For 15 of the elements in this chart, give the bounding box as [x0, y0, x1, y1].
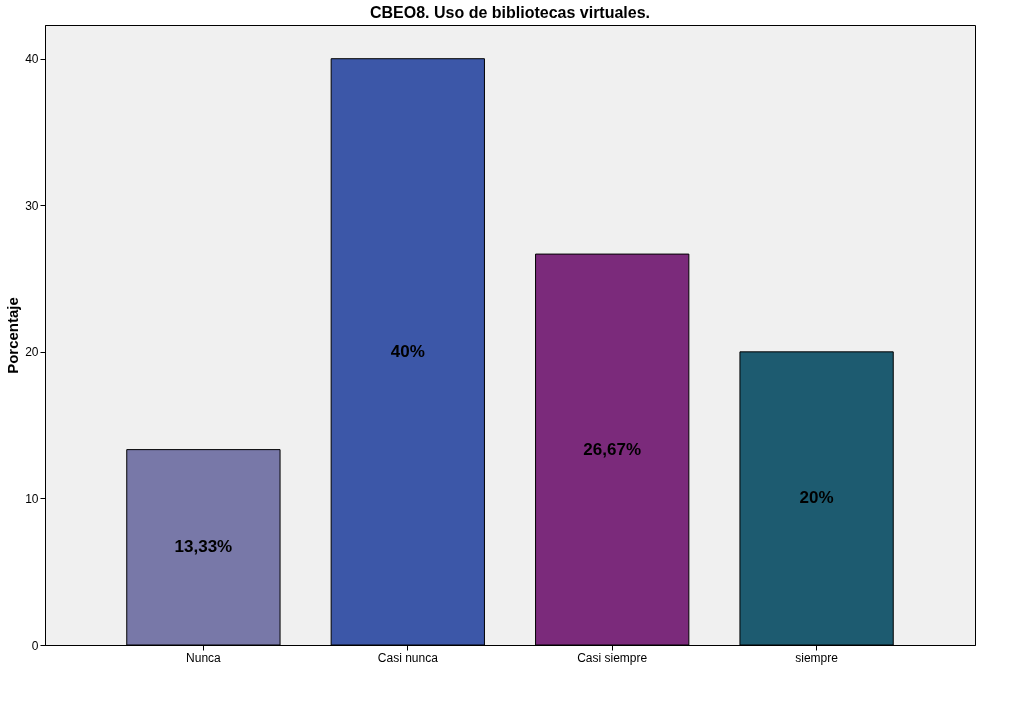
x-tick-label: Casi nunca — [377, 650, 439, 665]
data-label: 26,67% — [583, 439, 642, 459]
x-tick-label: siempre — [795, 650, 839, 665]
data-label: 40% — [390, 341, 425, 361]
y-tick-label: 30 — [25, 198, 39, 213]
y-axis-title: Porcentaje — [4, 297, 22, 374]
y-tick-label: 20 — [25, 345, 39, 360]
data-label: 13,33% — [174, 537, 233, 557]
chart-title: CBEO8. Uso de bibliotecas virtuales. — [369, 4, 651, 21]
y-tick-label: 40 — [25, 52, 39, 67]
data-label: 20% — [799, 488, 834, 508]
y-tick-label: 0 — [31, 638, 39, 653]
y-tick-label: 10 — [25, 491, 39, 506]
x-tick-label: Casi siempre — [577, 650, 648, 665]
x-tick-label: Nunca — [186, 650, 222, 665]
